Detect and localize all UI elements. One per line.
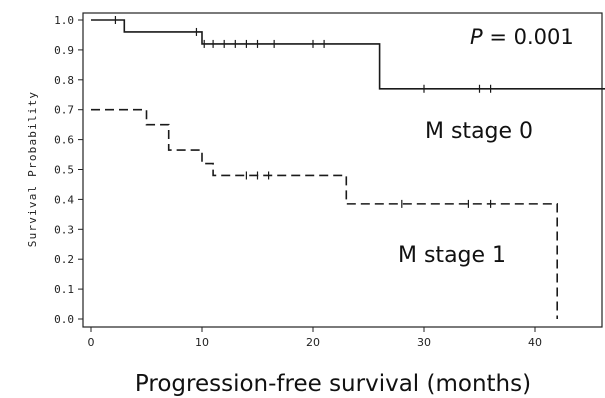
p-value-annotation: P = 0.001 (470, 25, 574, 49)
x-tick-label-4: 40 (528, 336, 542, 349)
y-tick-label-0: 0.0 (54, 313, 74, 326)
p-value-prefix: P (470, 25, 483, 49)
y-tick-label-5: 0.5 (54, 164, 74, 177)
p-value-text: = 0.001 (483, 25, 574, 49)
y-tick-label-2: 0.2 (54, 253, 74, 266)
y-tick-label-7: 0.7 (54, 104, 74, 117)
y-tick-label-6: 0.6 (54, 134, 74, 147)
y-tick-label-4: 0.4 (54, 193, 74, 206)
x-tick-label-3: 30 (417, 336, 431, 349)
x-tick-label-2: 20 (306, 336, 320, 349)
axes: 0.0 0.1 0.2 0.3 0.4 0.5 0.6 0.7 0.8 0.9 1.0 0 10 20 30… (54, 12, 603, 349)
text-layer: P = 0.001 M stage 0 M stage 1 Progressio… (26, 25, 574, 397)
series-line-1 (91, 108, 558, 319)
series-label-m-stage-0: M stage 0 (425, 119, 533, 144)
y-tick-label-9: 0.9 (54, 44, 74, 57)
series-layer (91, 16, 605, 319)
y-tick-label-3: 0.3 (54, 223, 74, 236)
x-tick-label-0: 0 (88, 336, 95, 349)
y-axis-label: Survival Probability (26, 91, 39, 247)
x-tick-label-1: 10 (195, 336, 209, 349)
x-axis-label: Progression-free survival (months) (135, 371, 531, 397)
plot-frame (82, 12, 603, 328)
series-line-0 (91, 19, 605, 90)
y-tick-label-1: 0.1 (54, 283, 74, 296)
series-label-m-stage-1: M stage 1 (398, 243, 506, 268)
y-tick-label-8: 0.8 (54, 74, 74, 87)
y-tick-label-10: 1.0 (54, 14, 74, 27)
